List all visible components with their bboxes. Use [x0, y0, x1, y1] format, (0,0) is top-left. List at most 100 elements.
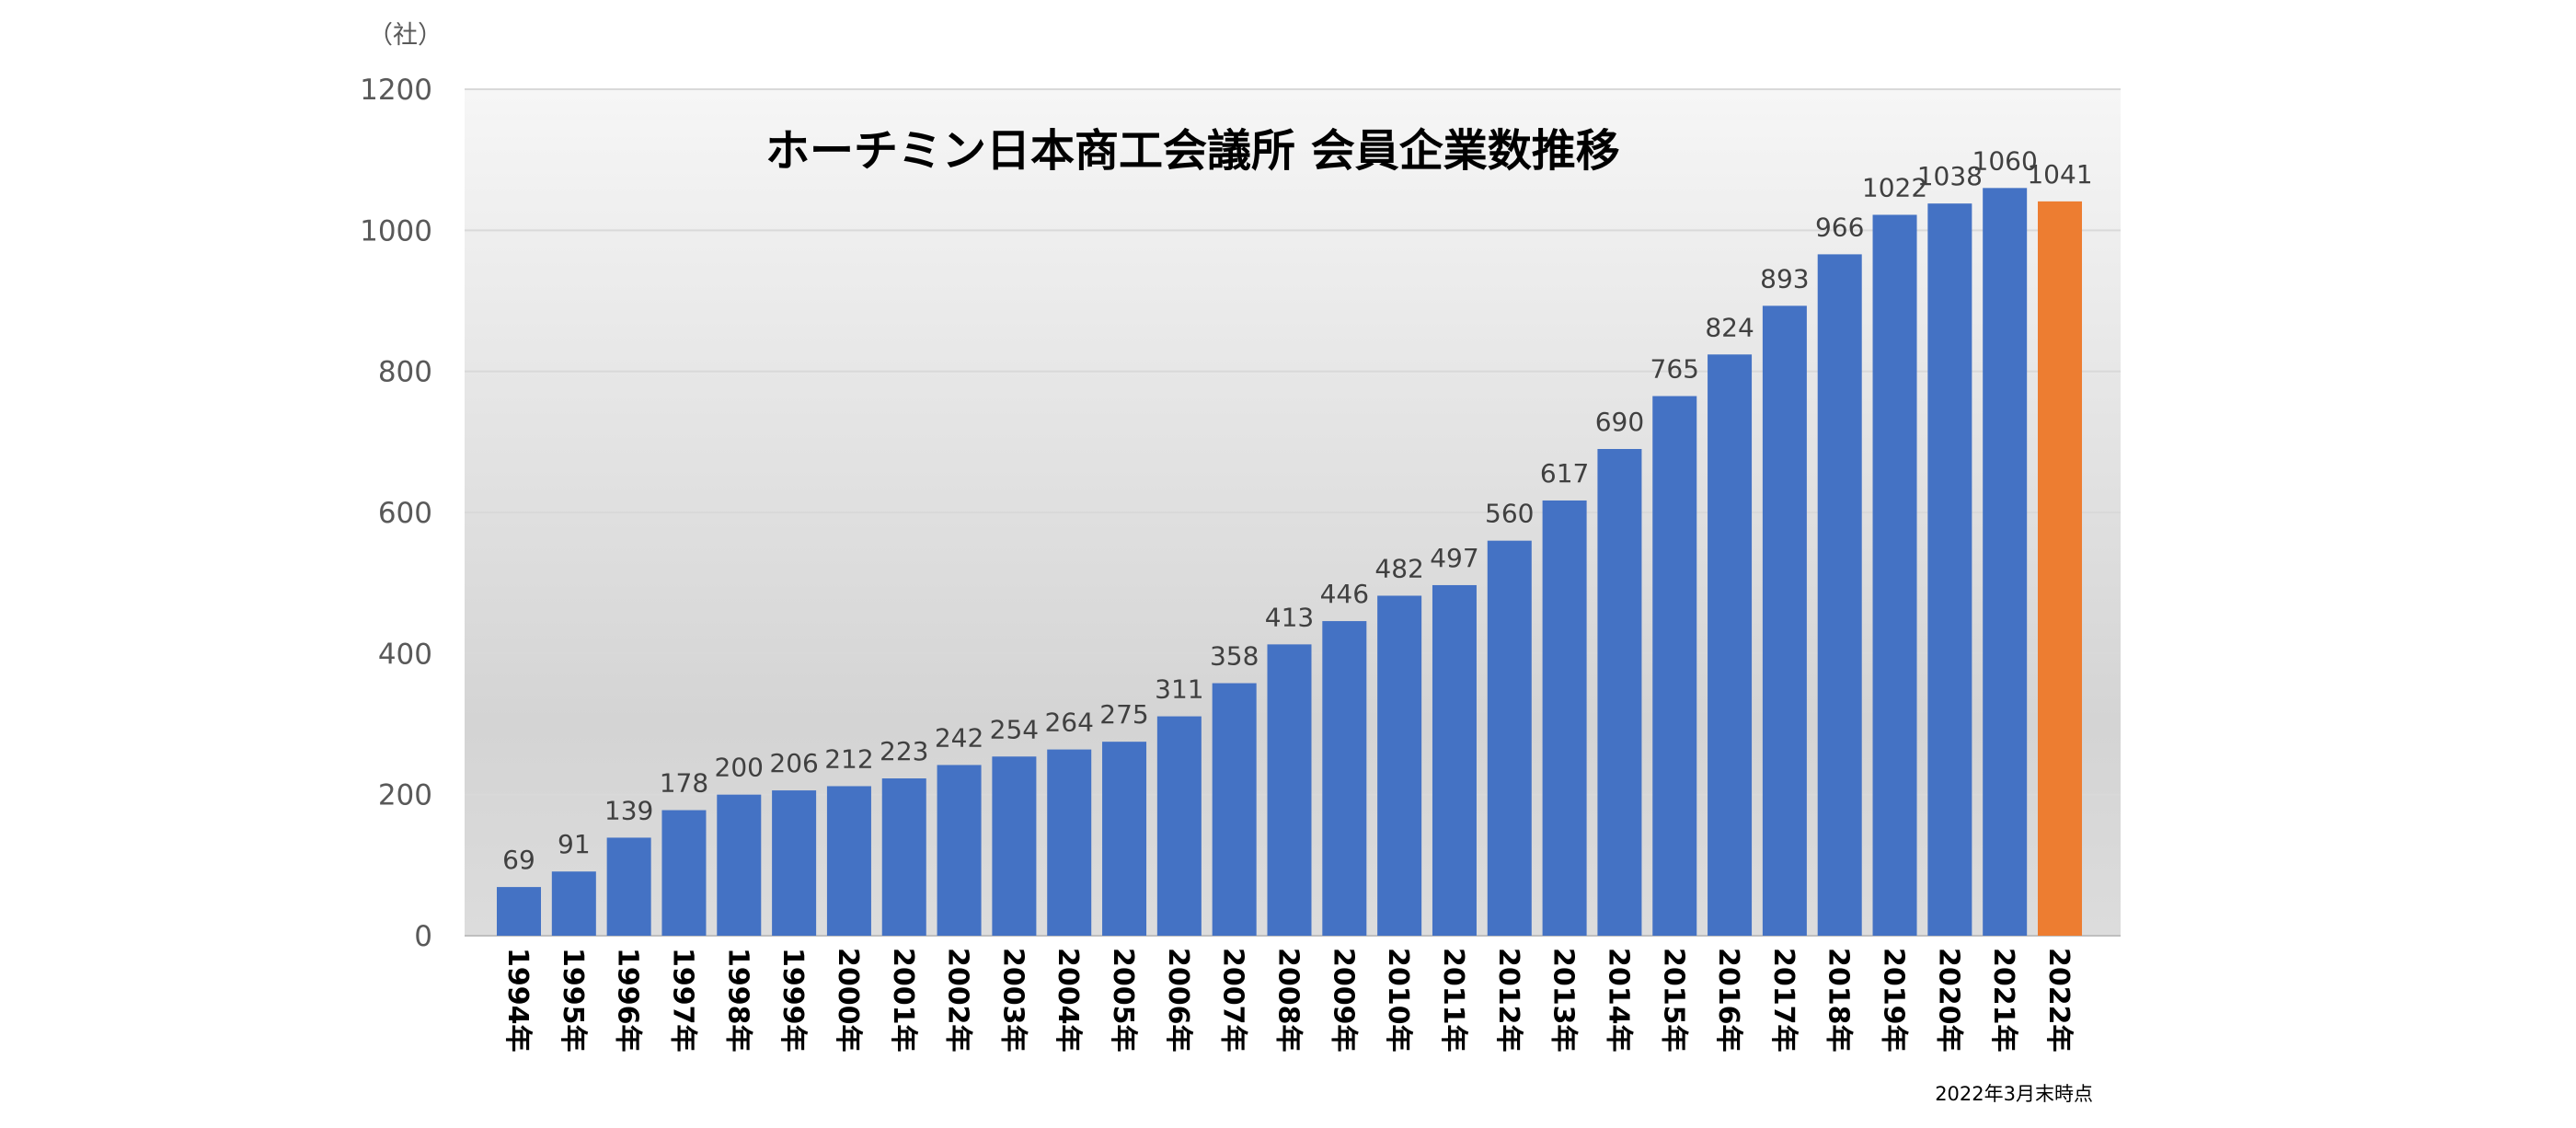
x-category-label: 2004年	[1052, 948, 1084, 1053]
data-label: 413	[1265, 602, 1314, 632]
y-tick-label: 200	[378, 779, 432, 812]
x-category-label: 2017年	[1767, 948, 1800, 1053]
data-label: 1041	[2027, 159, 2092, 190]
x-category-label: 1999年	[776, 948, 809, 1053]
data-label: 275	[1099, 699, 1148, 730]
x-category-label: 2000年	[832, 948, 864, 1053]
data-label: 690	[1595, 407, 1644, 437]
data-label: 497	[1430, 543, 1478, 573]
data-label: 1038	[1917, 161, 1983, 191]
chart-title: ホーチミン日本商工会議所 会員企業数推移	[765, 125, 1620, 177]
x-category-label: 2014年	[1602, 948, 1634, 1053]
x-axis-categories: 1994年 1995年 1996年 1997年 1998年 1999年 2000年 2001年…	[501, 948, 2075, 1053]
bar	[1047, 749, 1092, 936]
x-category-label: 1995年	[557, 948, 589, 1053]
data-label: 139	[604, 795, 653, 825]
x-category-label: 2016年	[1712, 948, 1744, 1053]
data-label: 765	[1650, 354, 1699, 385]
y-tick-label: 1000	[360, 214, 432, 247]
y-tick-label: 400	[378, 638, 432, 671]
bar	[1762, 305, 1807, 936]
bar	[1708, 354, 1753, 936]
x-category-label: 2010年	[1382, 948, 1414, 1053]
bar	[772, 790, 817, 936]
bar	[937, 765, 982, 936]
x-category-label: 2012年	[1492, 948, 1524, 1053]
y-tick-label: 0	[414, 920, 432, 953]
x-category-label: 2006年	[1162, 948, 1194, 1053]
data-label: 91	[558, 829, 591, 859]
data-label: 560	[1485, 499, 1534, 529]
bar	[661, 810, 707, 936]
bar	[1156, 716, 1202, 936]
bar	[1983, 188, 2028, 937]
data-label: 242	[935, 722, 983, 753]
x-category-label: 2022年	[2042, 948, 2075, 1053]
data-label: 264	[1044, 708, 1093, 738]
data-label: 311	[1155, 674, 1203, 705]
x-category-label: 1998年	[721, 948, 753, 1053]
x-category-label: 2019年	[1878, 948, 1910, 1053]
data-label: 69	[502, 845, 535, 875]
data-label: 1060	[1972, 145, 2038, 176]
data-label: 966	[1815, 212, 1864, 242]
x-category-label: 2015年	[1657, 948, 1689, 1053]
y-tick-label: 600	[378, 497, 432, 530]
x-category-label: 2009年	[1327, 948, 1359, 1053]
bar	[1652, 396, 1697, 936]
x-category-label: 2002年	[942, 948, 974, 1053]
bar	[1542, 500, 1587, 936]
data-label: 200	[715, 753, 764, 783]
bars	[497, 188, 2082, 937]
data-label: 178	[660, 768, 708, 799]
bar	[1432, 584, 1477, 936]
bar	[1102, 742, 1147, 936]
x-category-label: 1997年	[666, 948, 698, 1053]
bar	[1267, 644, 1312, 936]
bar	[2038, 201, 2082, 936]
x-category-label: 2007年	[1217, 948, 1249, 1053]
bar	[497, 887, 541, 936]
data-label: 212	[824, 743, 873, 774]
x-category-label: 2020年	[1932, 948, 1964, 1053]
y-tick-label: 800	[378, 356, 432, 389]
bar	[1927, 203, 1972, 936]
x-category-label: 2005年	[1107, 948, 1139, 1053]
data-label: 206	[769, 748, 818, 778]
data-label: 223	[880, 736, 928, 766]
x-category-label: 1996年	[612, 948, 644, 1053]
x-category-label: 2018年	[1823, 948, 1855, 1053]
data-label: 254	[990, 714, 1039, 744]
data-label: 1022	[1862, 172, 1927, 202]
bar	[826, 786, 871, 936]
bar	[992, 756, 1037, 936]
bar	[551, 871, 596, 936]
bar	[1212, 683, 1257, 936]
data-label: 446	[1320, 579, 1369, 609]
x-category-label: 2021年	[1987, 948, 2019, 1053]
bar	[606, 837, 651, 936]
data-label: 358	[1210, 641, 1259, 672]
y-axis-ticks: 0 200 400 600 800 1000 1200	[360, 74, 432, 953]
bar	[1322, 621, 1367, 936]
x-category-label: 2003年	[996, 948, 1029, 1053]
x-category-label: 1994年	[501, 948, 534, 1053]
data-label: 824	[1705, 312, 1754, 342]
x-category-label: 2008年	[1272, 948, 1305, 1053]
x-category-label: 2013年	[1547, 948, 1580, 1053]
footnote: 2022年3月末時点	[1935, 1083, 2093, 1105]
bar	[717, 794, 762, 936]
data-label: 893	[1760, 263, 1809, 294]
bar	[1872, 214, 1917, 936]
y-axis-unit-label: （社）	[368, 21, 443, 50]
bar	[1597, 449, 1642, 936]
data-label: 617	[1540, 458, 1589, 489]
bar	[1817, 254, 1862, 936]
x-category-label: 2001年	[887, 948, 919, 1053]
bar	[1377, 595, 1422, 936]
x-category-label: 2011年	[1437, 948, 1469, 1053]
bar	[881, 778, 926, 936]
data-label: 482	[1374, 553, 1423, 583]
